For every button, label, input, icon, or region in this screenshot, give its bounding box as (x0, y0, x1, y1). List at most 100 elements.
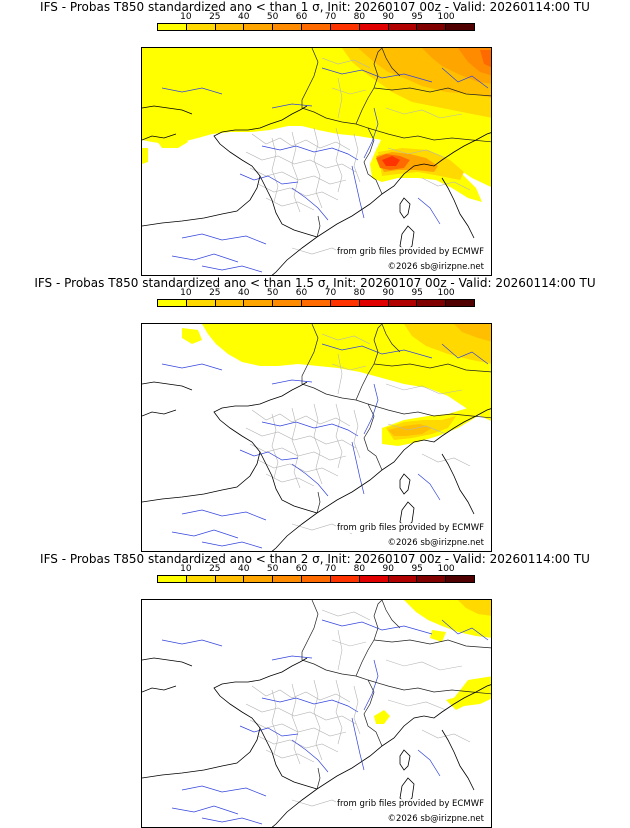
scale-tick-label: 90 (382, 564, 394, 574)
river (201, 265, 263, 273)
coastline (259, 175, 318, 238)
map-frame: from grib files provided by ECMWF ©2026 … (141, 47, 492, 276)
scale-tick-label: 90 (382, 288, 394, 298)
probability-area (458, 600, 491, 616)
coastline (271, 788, 318, 827)
scale-tick-labels: 10 25 40 50 60 70 80 90 95 100 (157, 12, 475, 23)
country-border (316, 491, 321, 514)
admin-boundary (387, 423, 447, 435)
admin-boundary (337, 629, 343, 671)
admin-boundary (385, 659, 463, 671)
country-border (301, 324, 319, 384)
probability-area (142, 148, 148, 164)
copyright-text: ©2026 sb@irizpne.net (386, 538, 485, 548)
scale-swatch (244, 24, 274, 30)
admin-boundary (245, 151, 357, 173)
coastline (316, 715, 425, 790)
river (239, 173, 299, 185)
country-border (373, 87, 491, 97)
scale-swatch (215, 576, 245, 582)
coastline (423, 684, 491, 719)
river (271, 379, 313, 385)
scale-swatch (446, 24, 474, 30)
admin-boundary (271, 413, 279, 479)
coastline (423, 408, 491, 443)
admin-boundary (385, 383, 463, 395)
admin-boundary (321, 609, 371, 621)
scale-tick-label: 40 (237, 288, 250, 298)
admin-boundary (245, 427, 357, 449)
river (239, 725, 299, 737)
admin-boundary (291, 131, 301, 213)
coastline (271, 512, 318, 551)
admin-boundary (387, 699, 447, 711)
country-border (316, 215, 321, 238)
scale-tick-label: 95 (411, 288, 423, 298)
map-frame: from grib files provided by ECMWF ©2026 … (141, 599, 492, 828)
country-border (381, 48, 401, 77)
river (417, 197, 441, 225)
scale-swatch (417, 300, 447, 306)
admin-boundary (249, 719, 347, 737)
scale-tick-label: 95 (411, 12, 423, 22)
coastline (423, 132, 491, 167)
scale-swatch (388, 576, 418, 582)
admin-boundary (251, 409, 351, 427)
probability-area (182, 328, 202, 344)
scale-tick-label: 100 (437, 12, 455, 22)
admin-boundary (331, 363, 367, 371)
scale-tick-label: 60 (295, 12, 308, 22)
river (291, 739, 329, 773)
admin-boundary (251, 685, 351, 703)
river (291, 463, 329, 497)
admin-boundary (331, 87, 367, 95)
map-panel: IFS - Probas T850 standardized ano < tha… (0, 552, 630, 828)
river (363, 659, 379, 711)
country-border (355, 48, 383, 125)
country-border (373, 363, 491, 373)
scale-swatch (330, 576, 360, 582)
scale-tick-label: 40 (237, 12, 250, 22)
river (161, 87, 223, 95)
coastline (142, 381, 193, 391)
scale-swatch (158, 576, 187, 582)
scale-tick-label: 80 (353, 288, 366, 298)
map-panel: IFS - Probas T850 standardized ano < tha… (0, 0, 630, 276)
scale-tick-label: 50 (266, 288, 279, 298)
river (441, 343, 489, 365)
scale-tick-label: 60 (295, 288, 308, 298)
scale-tick-label: 90 (382, 12, 394, 22)
river (261, 697, 359, 713)
admin-boundary (271, 137, 279, 203)
country-border (381, 324, 401, 353)
admin-boundary (335, 127, 343, 193)
admin-boundary (335, 679, 343, 745)
probability-area (374, 710, 390, 724)
scale-swatch (158, 300, 187, 306)
river (291, 187, 329, 221)
river (161, 363, 223, 371)
river (363, 107, 379, 159)
scale-swatch (186, 24, 216, 30)
country-border (316, 767, 321, 790)
scale-tick-label: 95 (411, 564, 423, 574)
scale-swatch (417, 576, 447, 582)
scale-tick-label: 25 (209, 12, 221, 22)
admin-boundary (291, 407, 301, 489)
scale-tick-label: 50 (266, 12, 279, 22)
river (171, 529, 239, 539)
coastline (399, 473, 411, 495)
coastline (142, 657, 308, 779)
admin-boundary (337, 353, 343, 395)
admin-boundary (313, 127, 323, 209)
scale-swatch (330, 24, 360, 30)
coastline (399, 197, 411, 219)
scale-tick-label: 100 (437, 564, 455, 574)
admin-boundary (353, 409, 361, 459)
scale-tick-label: 25 (209, 564, 221, 574)
scale-tick-labels: 10 25 40 50 60 70 80 90 95 100 (157, 564, 475, 575)
scale-tick-label: 80 (353, 12, 366, 22)
coastline (142, 657, 193, 667)
probability-area (480, 50, 491, 68)
map-canvas (142, 600, 491, 827)
